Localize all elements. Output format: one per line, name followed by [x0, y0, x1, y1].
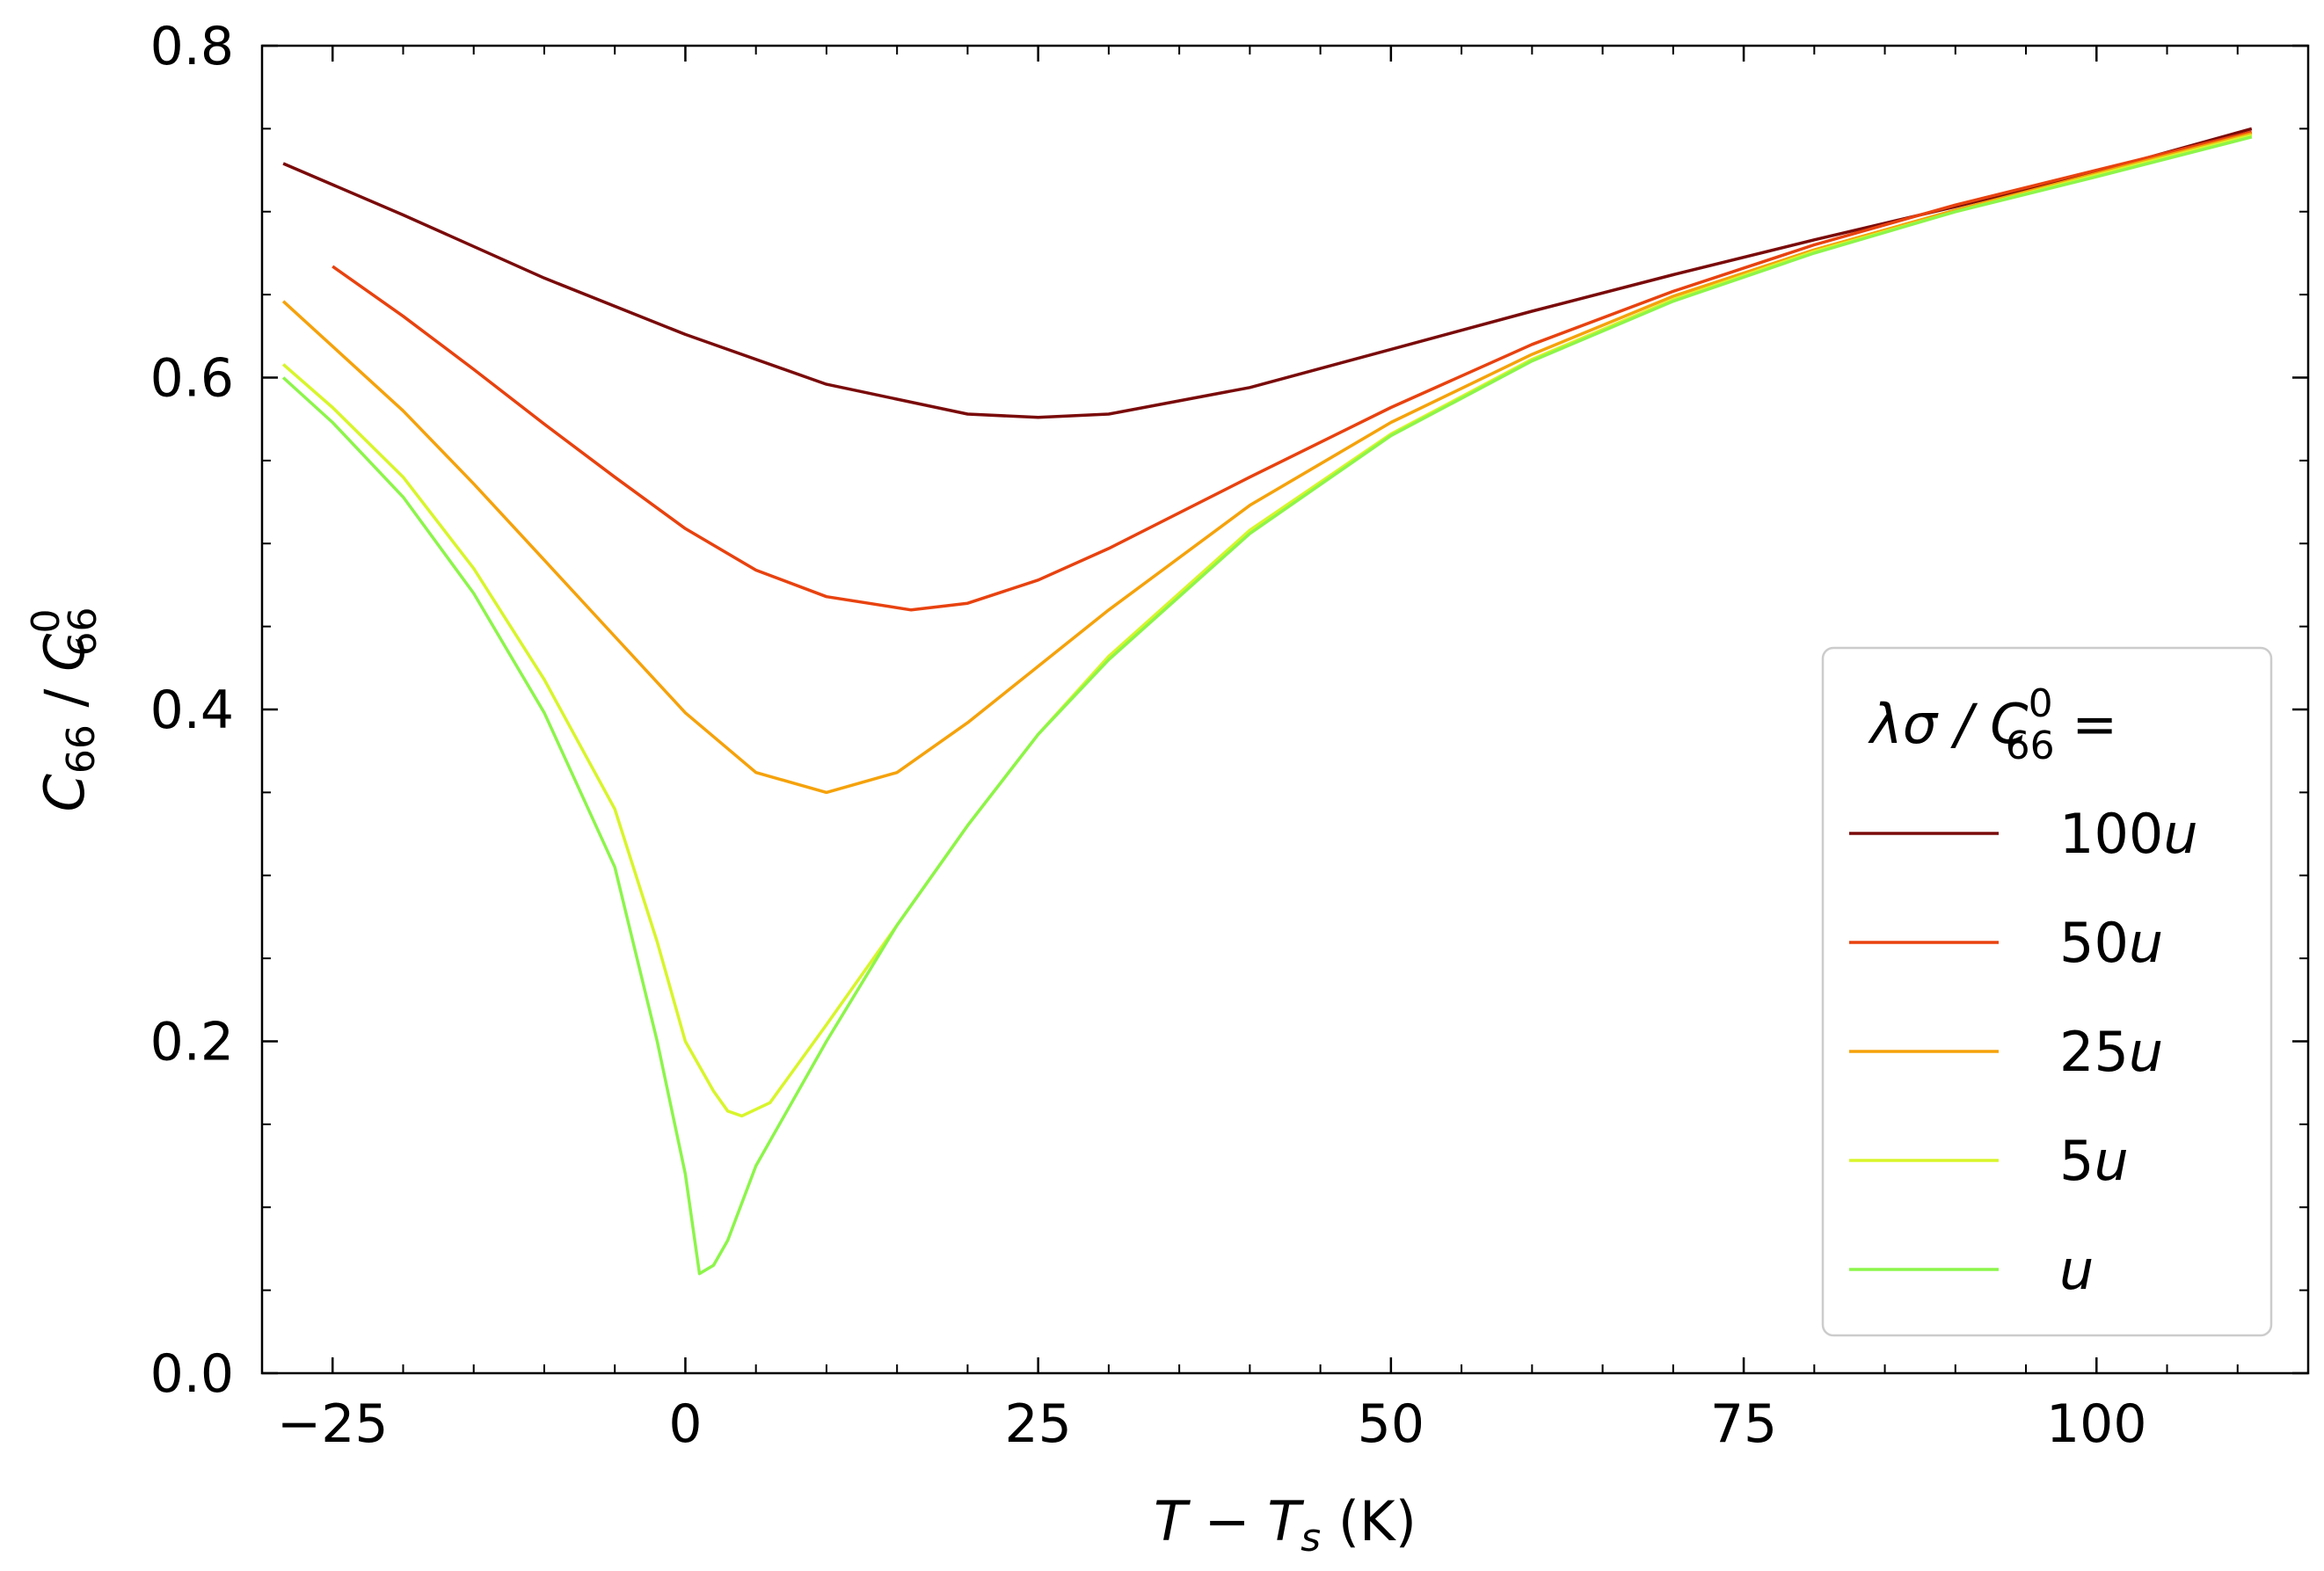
legend-label-25u: 25u — [2059, 1020, 2163, 1084]
ticks-layer: −25 0 25 50 75 100 0.0 0.2 0.4 0.6 0.8 — [150, 16, 2309, 1455]
series-line-25u — [281, 132, 2253, 795]
x-tick-label: 75 — [1710, 1393, 1777, 1455]
plot-frame — [260, 44, 2310, 1375]
y-tick-label: 0.0 — [150, 1343, 234, 1405]
legend-label-u: u — [2059, 1238, 2094, 1302]
x-tick-label: 50 — [1358, 1393, 1424, 1455]
y-tick-label: 0.2 — [150, 1012, 234, 1073]
legend-label-100u: 100u — [2059, 802, 2198, 866]
series-line-u — [281, 135, 2253, 1276]
x-tick-label: 100 — [2046, 1393, 2147, 1455]
x-axis-label: T − Ts (K) — [1154, 1489, 1417, 1560]
y-tick-label: 0.6 — [150, 348, 234, 410]
y-tick-label: 0.8 — [150, 16, 234, 77]
legend-label-5u: 5u — [2059, 1129, 2129, 1193]
legend-box — [1821, 646, 2273, 1337]
y-axis-label: C66 / C066 — [24, 607, 106, 812]
series-line-100u — [282, 127, 2253, 419]
y-tick-label: 0.4 — [150, 680, 234, 741]
series-layer — [281, 127, 2253, 1276]
x-tick-label: 0 — [668, 1393, 702, 1455]
legend: λσ / C0 66 = 100u 50u 25u 5u u — [1821, 646, 2273, 1337]
legend-label-50u: 50u — [2059, 911, 2163, 975]
legend-title: λσ / C0 66 = — [1868, 681, 2117, 768]
x-tick-label: −25 — [277, 1393, 389, 1455]
series-line-5u — [281, 134, 2253, 1118]
series-line-50u — [331, 130, 2253, 612]
x-tick-label: 25 — [1004, 1393, 1071, 1455]
legend-entries: 100u 50u 25u 5u u — [1849, 802, 2198, 1302]
